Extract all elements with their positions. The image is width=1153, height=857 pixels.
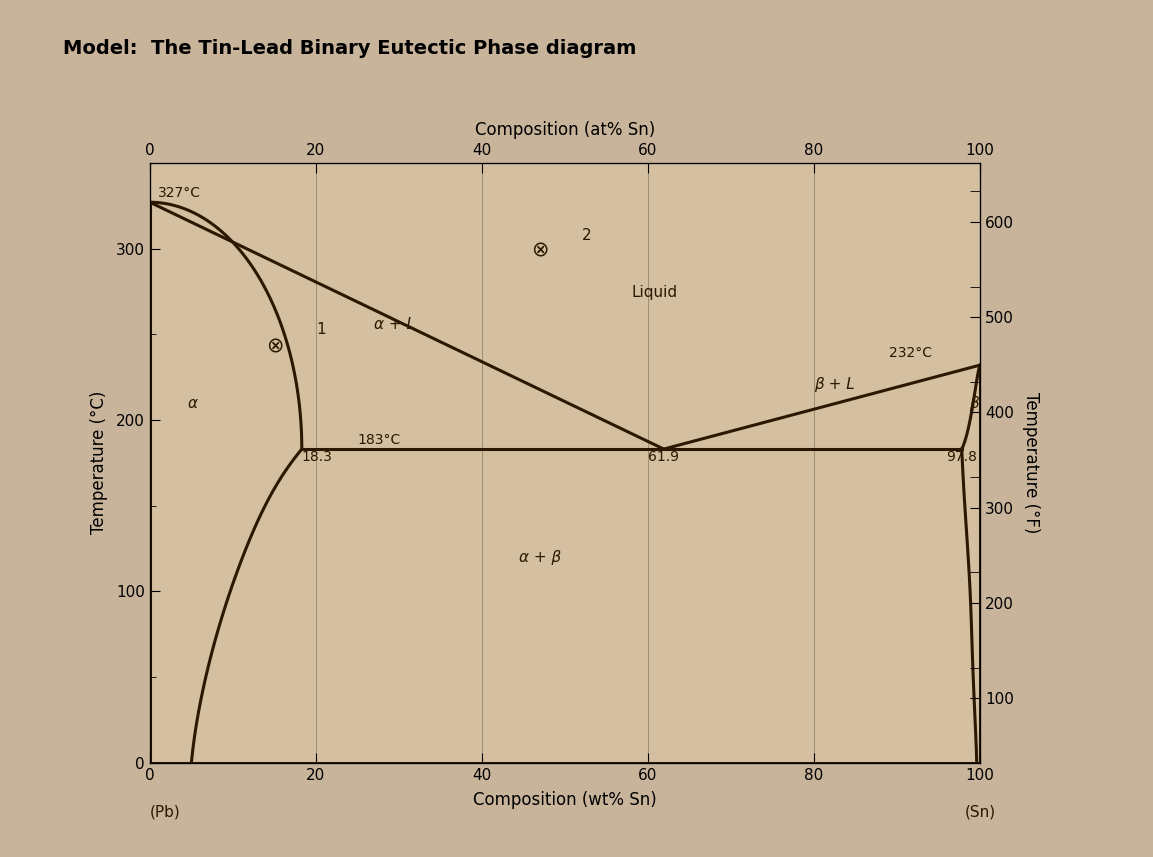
Y-axis label: Temperature (°C): Temperature (°C) bbox=[90, 391, 107, 535]
Text: 61.9: 61.9 bbox=[648, 450, 679, 464]
Text: β: β bbox=[969, 396, 978, 411]
Text: α: α bbox=[187, 396, 197, 411]
Text: β + L: β + L bbox=[814, 377, 854, 393]
Text: 232°C: 232°C bbox=[889, 345, 932, 360]
Text: Model:  The Tin-Lead Binary Eutectic Phase diagram: Model: The Tin-Lead Binary Eutectic Phas… bbox=[63, 39, 636, 57]
Text: 18.3: 18.3 bbox=[302, 450, 333, 464]
Text: α + L: α + L bbox=[374, 317, 415, 333]
Text: (Sn): (Sn) bbox=[965, 805, 995, 820]
Y-axis label: Temperature (°F): Temperature (°F) bbox=[1023, 393, 1040, 533]
Text: 1: 1 bbox=[316, 322, 325, 338]
Text: α + β: α + β bbox=[519, 550, 562, 566]
Text: 183°C: 183°C bbox=[357, 433, 401, 447]
Text: (Pb): (Pb) bbox=[150, 805, 181, 820]
Text: Liquid: Liquid bbox=[632, 285, 678, 300]
Text: ⊗: ⊗ bbox=[532, 240, 549, 261]
Text: 2: 2 bbox=[581, 228, 591, 243]
X-axis label: Composition (wt% Sn): Composition (wt% Sn) bbox=[473, 791, 657, 809]
Text: 97.8: 97.8 bbox=[947, 450, 978, 464]
Text: 327°C: 327°C bbox=[158, 186, 201, 201]
Text: ⊗: ⊗ bbox=[265, 336, 284, 357]
X-axis label: Composition (at% Sn): Composition (at% Sn) bbox=[475, 121, 655, 139]
